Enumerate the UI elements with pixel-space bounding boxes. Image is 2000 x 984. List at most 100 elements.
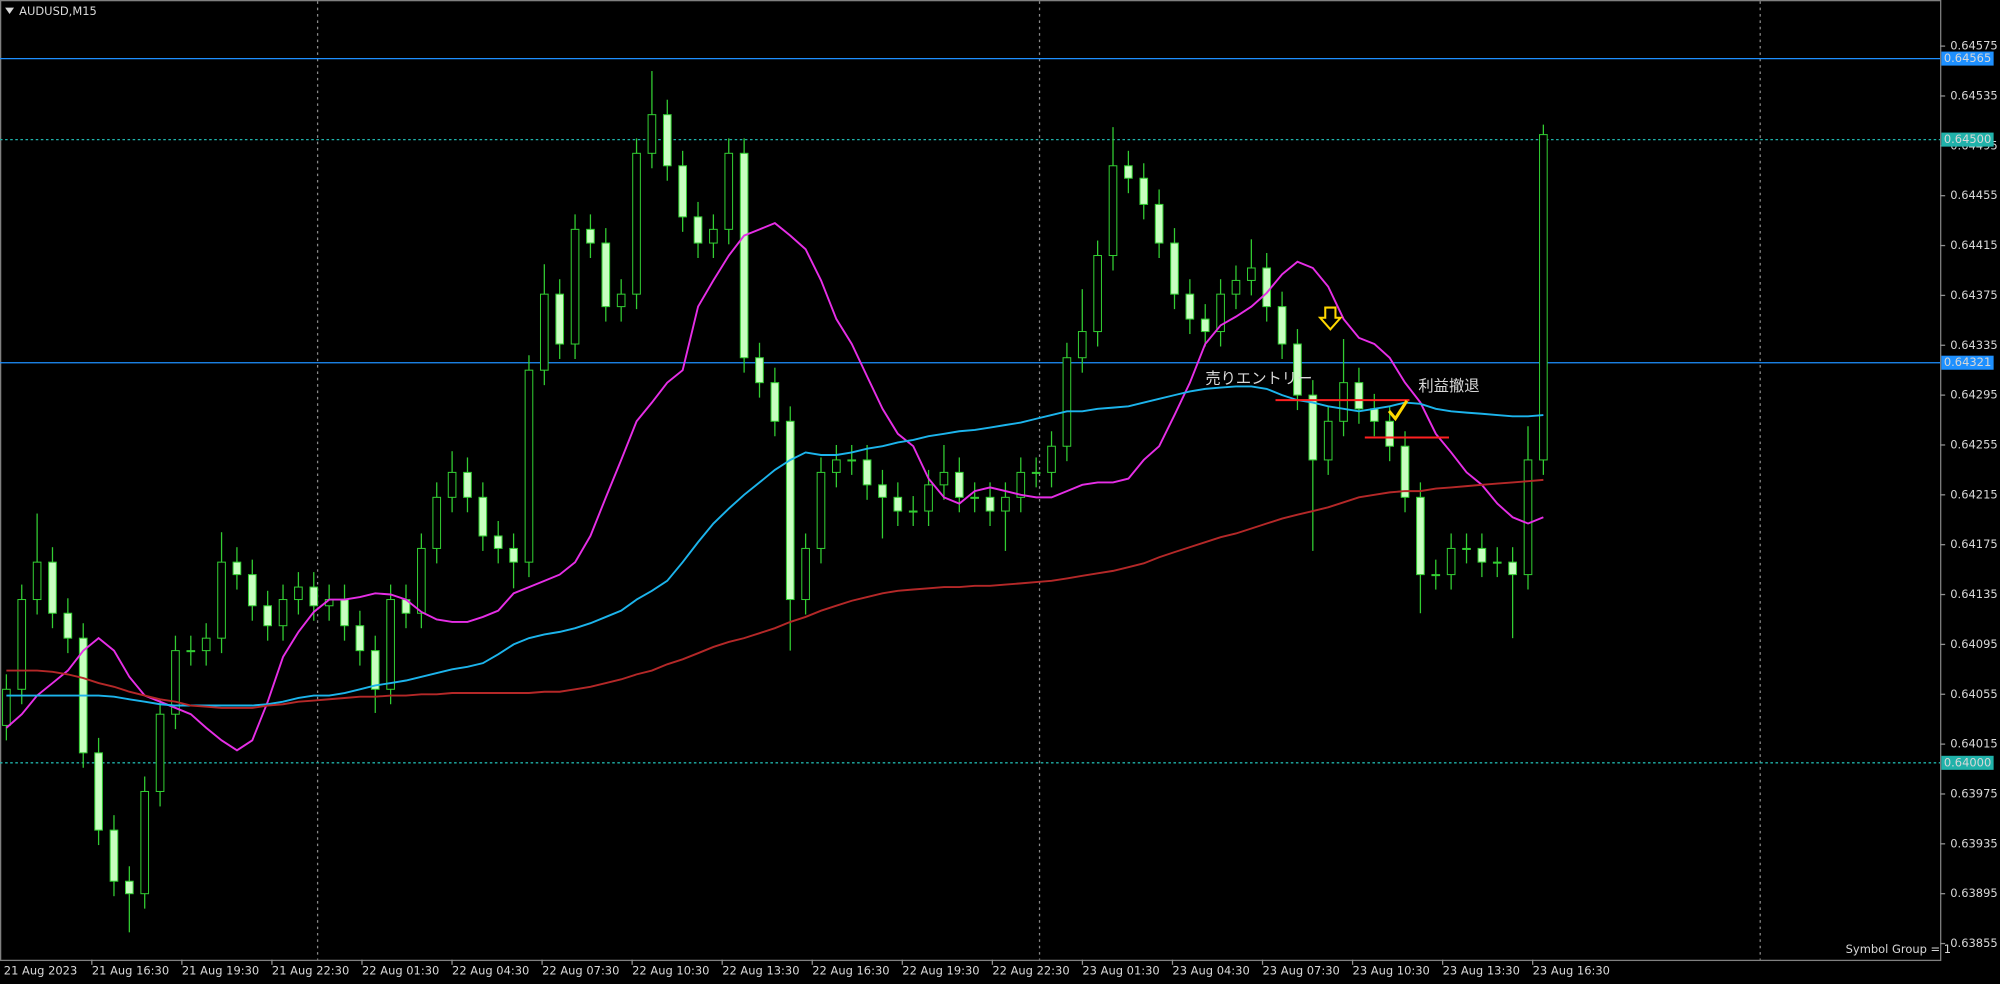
candle-body [924, 484, 933, 512]
candle-body [417, 547, 426, 614]
x-tick-label: 22 Aug 10:30 [632, 964, 709, 978]
plot-layer: 0.63855 0.63895 0.63935 0.63975 0.64015 0.640… [0, 39, 1998, 978]
x-tick-label: 23 Aug 13:30 [1443, 964, 1520, 978]
candle-body [1508, 561, 1517, 576]
price-tag [1941, 51, 1994, 66]
x-tick-label: 21 Aug 16:30 [92, 964, 169, 978]
moving-average-line [6, 478, 1544, 709]
candle-body [1477, 547, 1487, 563]
candle-body [63, 612, 73, 639]
candle-body [217, 561, 226, 639]
y-tick-label: 0.63975 [1950, 786, 1997, 800]
candle-body [724, 152, 734, 230]
candle-body [201, 637, 211, 652]
candle-body [1385, 420, 1395, 447]
candle-body [186, 650, 196, 653]
candle-body [1354, 382, 1364, 410]
candle-body [17, 599, 27, 690]
candle-body [847, 459, 857, 462]
menu-triangle[interactable] [5, 7, 15, 15]
candle-body [601, 242, 611, 308]
candle-body [1031, 471, 1041, 474]
candle-body [493, 535, 503, 549]
candle-body [816, 471, 826, 549]
candle-body [1001, 496, 1010, 512]
candle-body [647, 114, 657, 154]
y-tick-label: 0.64335 [1950, 338, 1997, 352]
candle-body [1539, 134, 1548, 461]
candle-body [709, 228, 718, 244]
y-tick-label: 0.64095 [1950, 637, 1997, 651]
candle-body [386, 599, 395, 690]
candle-body [278, 599, 288, 627]
price-tag-label: 0.64321 [1944, 355, 1991, 369]
candle-body [1062, 357, 1072, 447]
x-tick-label: 21 Aug 22:30 [272, 964, 349, 978]
candle-body [1323, 420, 1333, 461]
candle-body [1077, 331, 1087, 359]
candle-body [340, 599, 349, 627]
x-tick-label: 23 Aug 16:30 [1533, 964, 1610, 978]
y-tick-label: 0.64535 [1950, 88, 1997, 102]
candle-body [939, 471, 949, 486]
candle-body [1231, 279, 1241, 295]
y-tick-label: 0.64055 [1950, 687, 1997, 701]
candle-body [125, 880, 134, 895]
x-tick-label: 22 Aug 04:30 [452, 964, 529, 978]
candle-body [247, 574, 257, 607]
candle-body [1216, 293, 1225, 333]
candle-body [1047, 445, 1056, 473]
candle-body [1523, 459, 1533, 576]
y-tick-label: 0.64255 [1950, 437, 1997, 451]
candle-body [832, 459, 841, 473]
candle-body [770, 382, 780, 422]
x-tick-label: 22 Aug 01:30 [362, 964, 439, 978]
candle-body [1400, 445, 1410, 498]
candle-body [140, 790, 150, 895]
x-tick-label: 21 Aug 2023 [4, 964, 77, 978]
x-tick-label: 22 Aug 16:30 [812, 964, 889, 978]
candle-body [1262, 267, 1272, 308]
candle-body [1185, 293, 1195, 320]
y-tick-label: 0.63855 [1950, 936, 1997, 950]
candle-body [539, 293, 549, 371]
candle-body [447, 471, 457, 498]
annotation-label: 売りエントリー [1205, 370, 1312, 388]
candle-body [355, 625, 365, 652]
candle-body [1170, 242, 1179, 295]
y-tick-label: 0.63935 [1950, 836, 1997, 850]
y-tick-label: 0.64175 [1950, 537, 1997, 551]
candle-body [1108, 165, 1118, 257]
candle-body [1339, 382, 1348, 422]
candle-body [801, 547, 810, 601]
candle-body [1416, 496, 1425, 576]
candle-body [232, 561, 242, 576]
candle-body [48, 561, 57, 614]
candle-body [294, 586, 303, 601]
y-tick-label: 0.64375 [1950, 288, 1997, 302]
candle-body [662, 114, 672, 167]
candle-body [1016, 471, 1026, 498]
y-tick-label: 0.64015 [1950, 737, 1997, 751]
moving-average-line [6, 385, 1544, 707]
candle-body [1462, 547, 1471, 550]
annotation-label: 利益撤退 [1418, 377, 1479, 395]
price-tag-label: 0.64565 [1944, 51, 1991, 65]
x-tick-label: 23 Aug 01:30 [1082, 964, 1159, 978]
candle-body [616, 293, 626, 308]
candle-body [1200, 318, 1210, 333]
plot-frame [0, 0, 1942, 962]
candle-body [555, 293, 565, 345]
candle-body [908, 510, 918, 513]
candle-body [893, 496, 903, 512]
candle-body [985, 496, 995, 512]
candle-body [878, 484, 887, 498]
y-tick-label: 0.63895 [1950, 886, 1997, 900]
candle-body [432, 496, 442, 549]
x-tick-label: 23 Aug 07:30 [1263, 964, 1340, 978]
candle-body [954, 471, 964, 498]
candle-body [524, 369, 534, 563]
